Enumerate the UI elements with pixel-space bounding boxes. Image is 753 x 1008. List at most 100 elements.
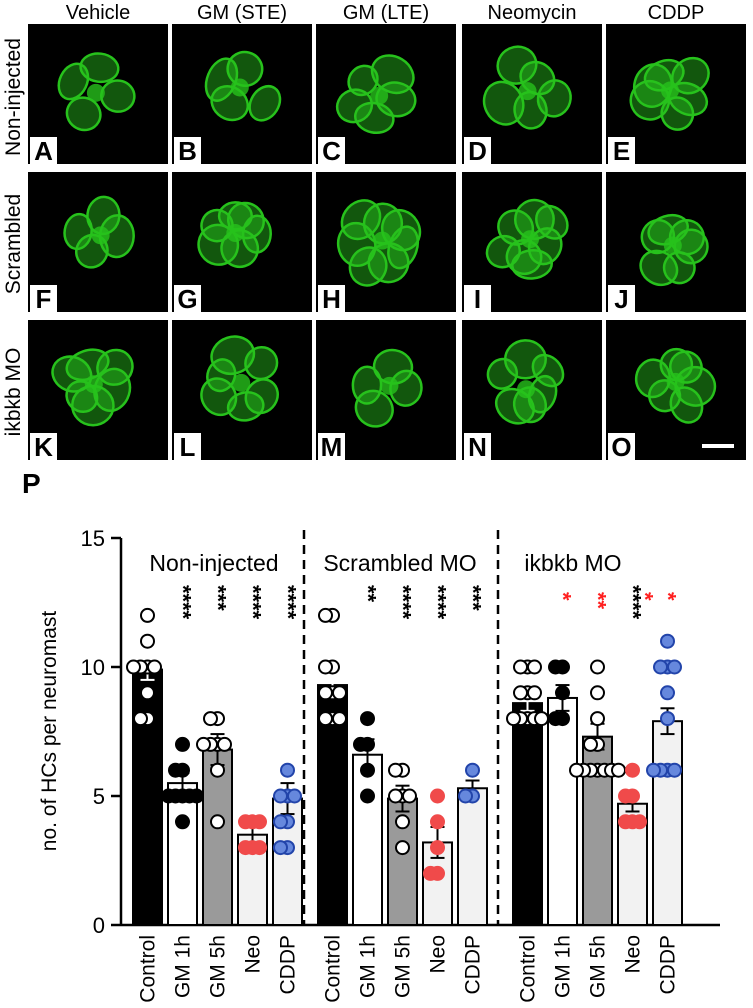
micrograph-panel-a: A — [28, 24, 168, 164]
data-point — [217, 736, 232, 752]
bar-gm-1h — [352, 753, 383, 926]
column-header-gm-lte: GM (LTE) — [342, 2, 430, 24]
data-point — [527, 659, 542, 675]
data-point — [548, 711, 563, 727]
data-point — [395, 840, 410, 856]
data-point — [388, 762, 403, 778]
data-point — [332, 685, 347, 701]
data-point — [430, 840, 445, 856]
data-point — [196, 736, 211, 752]
panel-letter: H — [318, 285, 345, 312]
data-point — [548, 659, 563, 675]
data-point — [332, 711, 347, 727]
x-tick-label: GM 1h — [357, 935, 380, 998]
significance-stars: **** — [171, 585, 196, 620]
data-point — [534, 711, 549, 727]
data-point — [252, 840, 267, 856]
data-point — [423, 865, 438, 881]
micrograph-panel-n: N — [462, 320, 602, 460]
significance-stars: *** — [206, 585, 231, 611]
bar-cddp — [457, 787, 488, 927]
bar-gm-1h — [167, 782, 198, 926]
neuromast-image — [486, 339, 565, 425]
data-point — [140, 607, 155, 623]
neuromast-image — [335, 54, 417, 135]
group-title: ikbkb MO — [524, 550, 621, 576]
x-tick-label: GM 5h — [392, 935, 415, 998]
panel-letter: G — [174, 285, 201, 312]
data-point — [653, 659, 668, 675]
data-point — [252, 814, 267, 830]
data-point — [210, 814, 225, 830]
panel-letter: F — [30, 285, 57, 312]
data-point — [590, 659, 605, 675]
panel-letter: N — [464, 433, 491, 460]
data-point — [238, 814, 253, 830]
data-point — [430, 788, 445, 804]
panel-letter: B — [174, 137, 201, 164]
x-tick-label: GM 5h — [207, 935, 230, 998]
panel-letter: O — [608, 433, 635, 460]
panel-letter: K — [30, 433, 57, 460]
data-point — [140, 685, 155, 701]
column-header-vehicle: Vehicle — [65, 2, 131, 24]
data-point — [175, 736, 190, 752]
data-point — [646, 762, 661, 778]
panel-letter: D — [464, 137, 491, 164]
significance-stars-red: ** — [586, 592, 611, 610]
data-point — [625, 762, 640, 778]
bar-control — [132, 668, 163, 927]
significance-stars: **** — [391, 585, 416, 620]
bar-cddp — [652, 720, 683, 926]
data-point — [611, 762, 626, 778]
micrograph-panel-i: I — [462, 172, 602, 312]
data-point — [402, 788, 417, 804]
data-point — [360, 762, 375, 778]
x-tick-label: Control — [137, 935, 160, 1003]
data-point — [506, 711, 521, 727]
micrograph-panel-l: L — [172, 320, 312, 460]
data-point — [273, 814, 288, 830]
data-point — [660, 633, 675, 649]
neuromast-image — [51, 348, 134, 427]
data-point — [660, 711, 675, 727]
data-point — [147, 659, 162, 675]
bar-control — [512, 702, 543, 926]
y-tick-label: 0 — [93, 913, 105, 938]
y-tick-label: 15 — [81, 526, 105, 551]
data-point — [590, 711, 605, 727]
panel-letter: E — [608, 137, 635, 164]
data-point — [280, 762, 295, 778]
significance-stars-red: * — [551, 592, 576, 601]
data-point — [189, 788, 204, 804]
data-point — [353, 736, 368, 752]
micrograph-panel-d: D — [462, 24, 602, 164]
data-point — [430, 814, 445, 830]
data-point — [133, 711, 148, 727]
x-tick-label: GM 1h — [172, 935, 195, 998]
micrograph-panel-k: K — [28, 320, 168, 460]
data-point — [360, 711, 375, 727]
data-point — [513, 685, 528, 701]
neuromast-image — [351, 348, 423, 428]
significance-stars: **** — [276, 585, 301, 620]
data-point — [569, 762, 584, 778]
neuromast-image — [204, 50, 282, 122]
column-header-cddp: CDDP — [647, 2, 705, 24]
scale-bar — [702, 444, 734, 448]
group-title: Non-injected — [149, 550, 278, 576]
micrograph-panel-f: F — [28, 172, 168, 312]
data-point — [318, 659, 333, 675]
bar-gm-5h — [202, 748, 233, 926]
column-header-neomycin: Neomycin — [487, 2, 577, 24]
neuromast-image — [639, 213, 709, 287]
y-axis-label: no. of HCs per neuromast — [38, 611, 61, 852]
data-point — [555, 685, 570, 701]
panel-letter: L — [174, 433, 201, 460]
x-tick-label: Neo — [242, 935, 265, 974]
neuromast-image — [485, 198, 569, 280]
panel-letter: A — [30, 137, 57, 164]
x-tick-label: Control — [517, 935, 540, 1003]
